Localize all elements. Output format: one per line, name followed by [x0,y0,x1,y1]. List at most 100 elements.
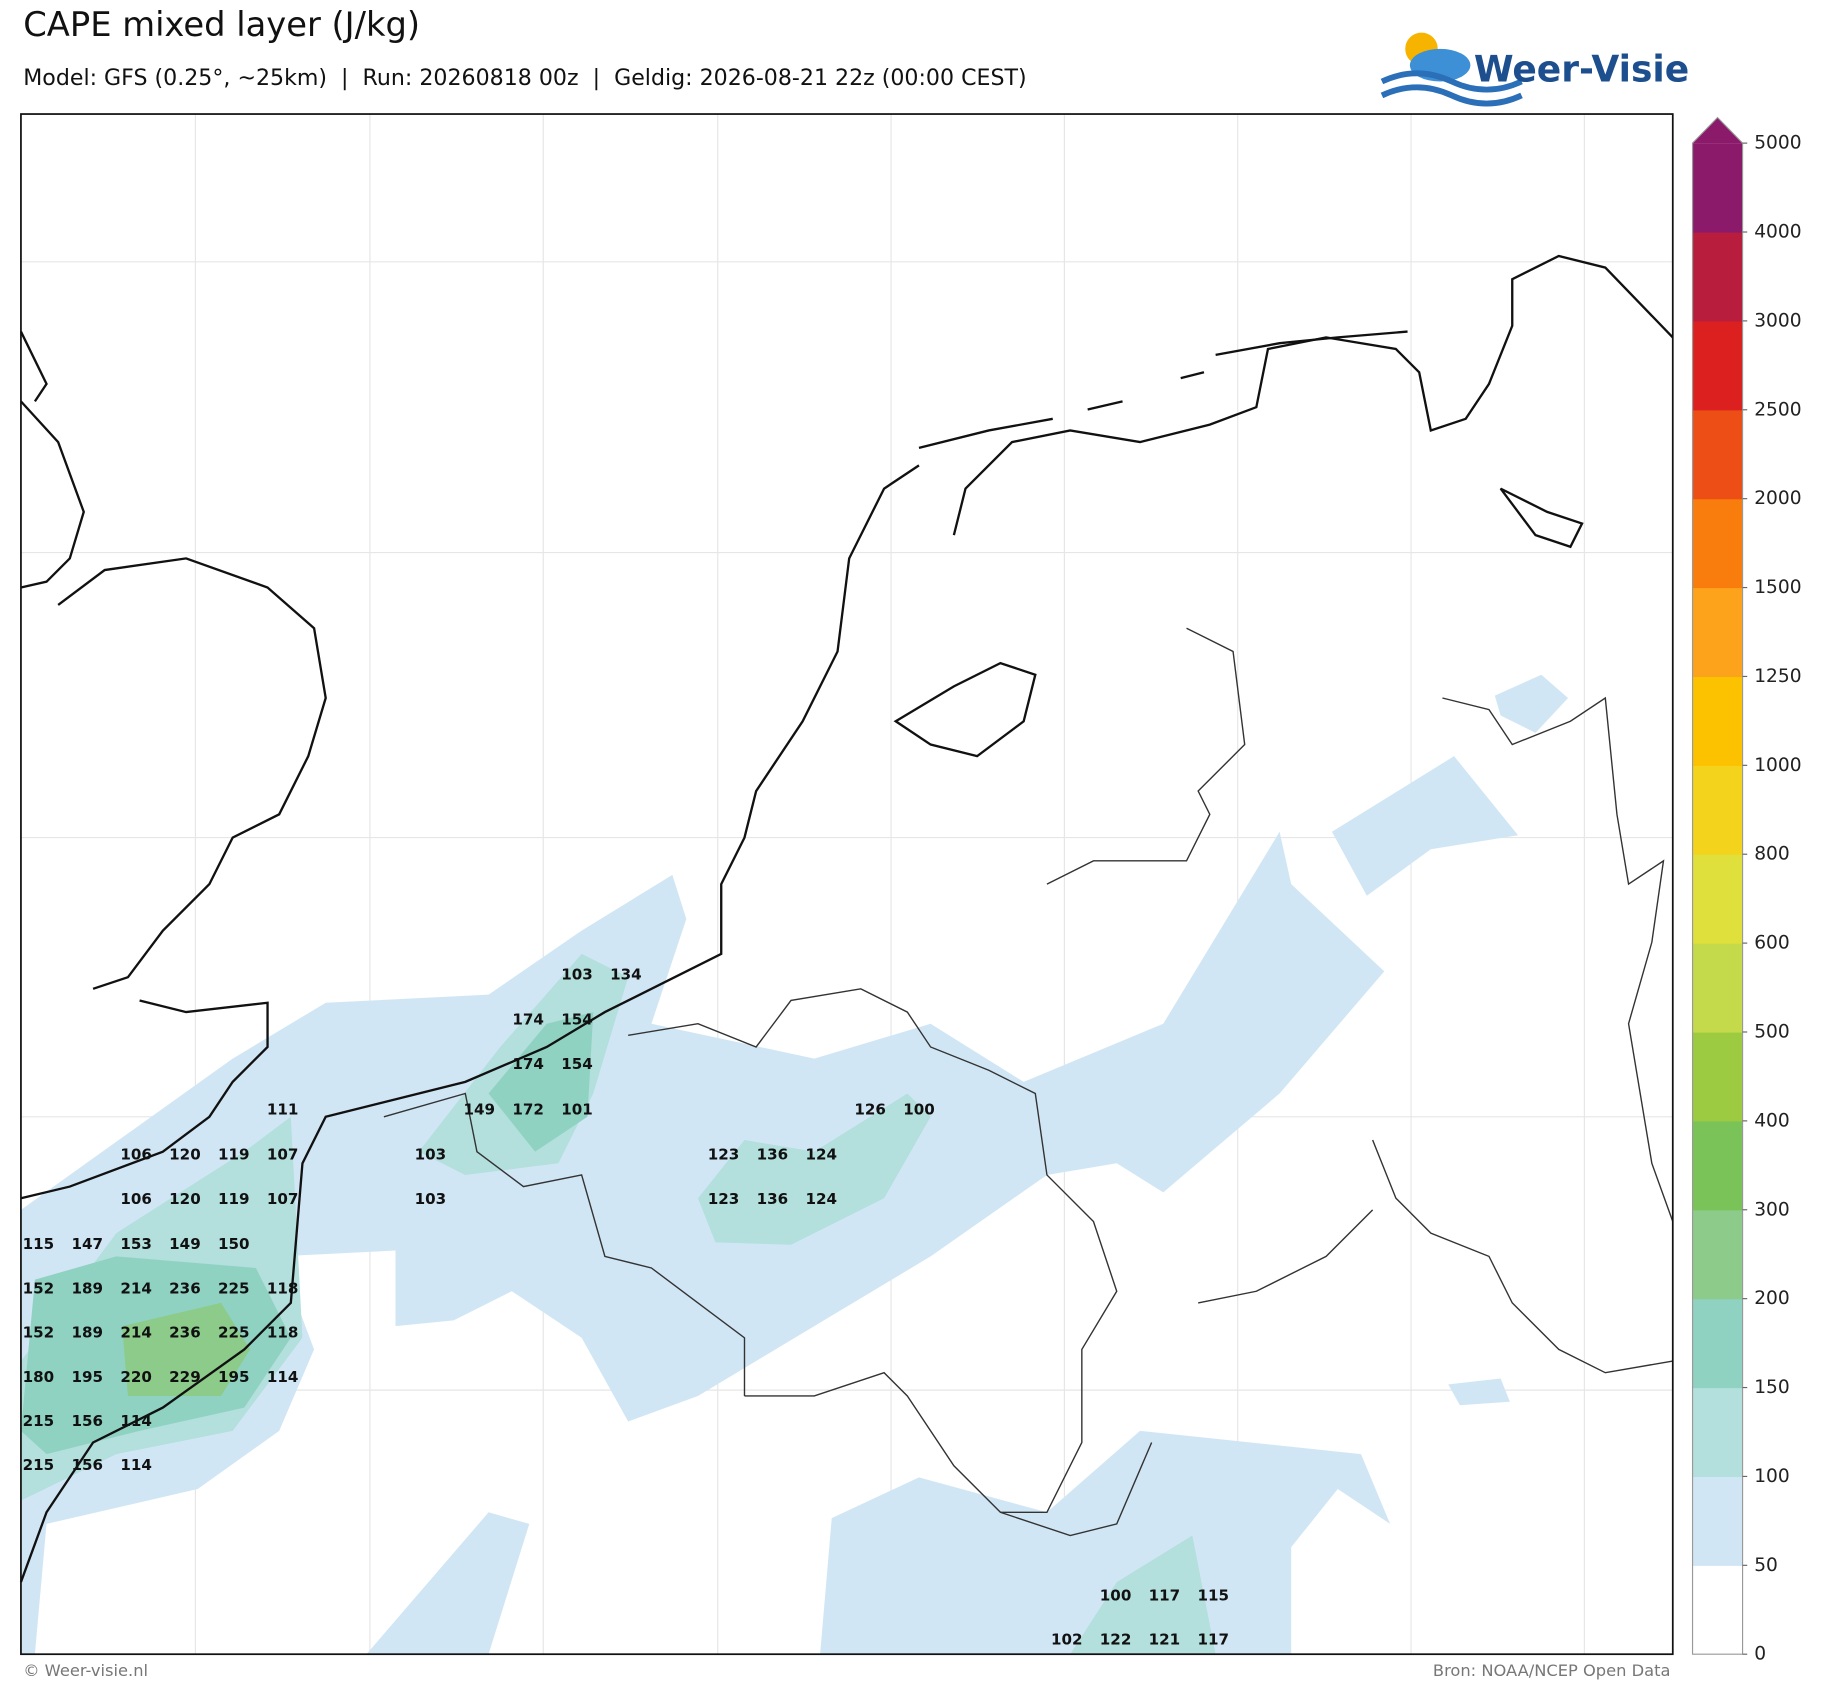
value-label: 100 [1100,1587,1132,1605]
value-label: 102 [1051,1631,1083,1649]
colorbar-segment [1692,1565,1743,1655]
colorbar-segment [1692,320,1743,411]
value-label: 120 [169,1146,201,1164]
title: CAPE mixed layer (J/kg) [23,5,420,44]
value-label: 107 [267,1146,299,1164]
colorbar-tick-label: 1500 [1754,577,1801,598]
value-label: 174 [512,1055,544,1073]
value-label: 103 [415,1146,447,1164]
cape-50 [20,674,1569,1655]
value-label: 100 [903,1100,935,1118]
colorbar-segment [1692,587,1743,678]
value-label: 136 [757,1146,789,1164]
colorbar-tick-label: 50 [1754,1555,1778,1576]
colorbar-tick-label: 400 [1754,1110,1790,1131]
value-label: 124 [805,1190,837,1208]
value-label: 136 [757,1190,789,1208]
value-label: 152 [23,1279,55,1297]
value-label: 189 [71,1324,103,1342]
value-label: 149 [463,1100,495,1118]
value-label: 114 [120,1412,152,1430]
value-label: 103 [415,1190,447,1208]
colorbar-tick-label: 800 [1754,844,1790,865]
colorbar-segment [1692,1031,1743,1122]
value-label: 120 [169,1190,201,1208]
colorbar-segment [1692,232,1743,322]
colorbar-tick-label: 500 [1754,1021,1790,1042]
value-label: 123 [708,1190,740,1208]
value-label: 114 [120,1456,152,1474]
value-label: 195 [71,1368,103,1386]
footer-right: Bron: NOAA/NCEP Open Data [1433,1661,1671,1680]
value-label: 115 [23,1235,55,1253]
colorbar-segment [1692,409,1743,500]
colorbar-segment [1692,1298,1743,1389]
value-label: 172 [512,1100,544,1118]
value-label: 121 [1149,1631,1181,1649]
logo: Weer-Visie [1380,32,1689,107]
value-label: 154 [561,1011,593,1029]
value-label: 118 [267,1279,299,1297]
value-label: 174 [512,1011,544,1029]
borders [383,627,1674,1537]
value-label: 118 [267,1324,299,1342]
value-label: 220 [120,1368,152,1386]
value-label: 215 [23,1412,55,1430]
value-label: 153 [120,1235,152,1253]
value-label: 189 [71,1279,103,1297]
map: 103 134 174 154 174 154 111 149 172 101 126 100 106 1… [19,113,1674,1656]
value-label: 119 [218,1190,250,1208]
value-label: 117 [1149,1587,1181,1605]
colorbar-extend [1692,117,1743,144]
value-label: 101 [561,1100,593,1118]
value-label: 225 [218,1279,250,1297]
value-label: 214 [120,1324,152,1342]
value-label: 106 [120,1190,152,1208]
map-frame-bg [20,114,1673,1655]
value-label: 111 [267,1100,299,1118]
colorbar-tick-label: 2500 [1754,399,1801,420]
value-label: 236 [169,1279,201,1297]
value-label: 147 [71,1235,103,1253]
value-label: 225 [218,1324,250,1342]
value-label: 126 [854,1100,886,1118]
value-label: 134 [610,965,642,983]
colorbar-tick-label: 300 [1754,1199,1790,1220]
value-label: 115 [1198,1587,1230,1605]
colorbar-tick-label: 1250 [1754,666,1801,687]
colorbar-tick-label: 200 [1754,1288,1790,1309]
value-label: 150 [218,1235,250,1253]
cape-200 [122,1302,251,1396]
value-label: 124 [805,1146,837,1164]
value-label: 180 [23,1368,55,1386]
colorbar-segment [1692,1120,1743,1211]
value-label: 214 [120,1279,152,1297]
value-label: 119 [218,1146,250,1164]
colorbar-segment [1692,498,1743,589]
value-label: 236 [169,1324,201,1342]
value-label: 156 [71,1412,103,1430]
colorbar-tick-label: 5000 [1754,133,1801,154]
value-label: 195 [218,1368,250,1386]
map-frame [20,113,1674,1656]
colorbar-segment [1692,1476,1743,1566]
value-label: 117 [1198,1631,1230,1649]
colorbar-segment [1692,143,1743,233]
colorbar-tick-label: 0 [1754,1644,1766,1665]
colorbar-tick-label: 1000 [1754,755,1801,776]
colorbar-tick-label: 2000 [1754,488,1801,509]
value-label: 107 [267,1190,299,1208]
colorbar-tick-label: 600 [1754,933,1790,954]
footer-left: © Weer-visie.nl [23,1661,148,1680]
colorbar-segment [1692,943,1743,1033]
colorbar-tick-label: 3000 [1754,310,1801,331]
colorbar-segment [1692,765,1743,855]
value-label: 114 [267,1368,299,1386]
value-label: 152 [23,1324,55,1342]
value-label: 103 [561,965,593,983]
colorbar-tick-label: 150 [1754,1377,1790,1398]
value-label: 106 [120,1146,152,1164]
value-label: 215 [23,1456,55,1474]
